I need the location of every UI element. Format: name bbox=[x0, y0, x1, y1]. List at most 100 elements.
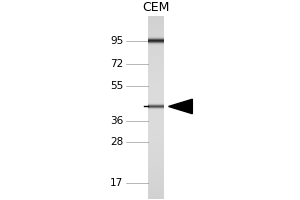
Bar bbox=[148, 32, 164, 33]
Bar bbox=[148, 51, 164, 52]
Bar bbox=[148, 38, 164, 39]
Bar bbox=[148, 95, 164, 96]
Bar bbox=[148, 130, 164, 131]
Text: 72: 72 bbox=[110, 59, 123, 69]
Bar bbox=[148, 19, 164, 20]
Bar bbox=[148, 192, 164, 193]
Bar bbox=[148, 28, 164, 29]
Bar bbox=[148, 37, 164, 38]
Bar bbox=[148, 149, 164, 150]
Bar bbox=[148, 94, 164, 95]
Bar bbox=[148, 61, 164, 62]
Bar bbox=[148, 102, 164, 103]
Bar bbox=[148, 116, 164, 117]
Bar bbox=[148, 88, 164, 89]
Bar bbox=[148, 173, 164, 174]
Bar bbox=[148, 144, 164, 145]
Bar bbox=[148, 73, 164, 74]
Bar bbox=[148, 174, 164, 175]
Bar bbox=[148, 90, 164, 91]
Bar bbox=[148, 56, 164, 57]
Bar bbox=[148, 86, 164, 87]
Bar bbox=[148, 178, 164, 179]
Bar bbox=[148, 194, 164, 195]
Bar bbox=[148, 187, 164, 188]
Bar bbox=[148, 107, 164, 108]
Bar bbox=[148, 35, 164, 36]
Bar bbox=[148, 80, 164, 81]
Bar bbox=[148, 188, 164, 189]
Bar bbox=[148, 161, 164, 162]
Bar bbox=[148, 93, 164, 94]
Bar bbox=[148, 125, 164, 126]
Bar bbox=[148, 52, 164, 53]
Text: 36: 36 bbox=[110, 116, 123, 126]
Bar bbox=[148, 163, 164, 164]
Bar bbox=[148, 122, 164, 123]
Bar bbox=[148, 141, 164, 142]
Bar bbox=[148, 169, 164, 170]
Bar bbox=[148, 65, 164, 66]
Bar bbox=[148, 196, 164, 197]
Bar bbox=[148, 53, 164, 54]
Bar bbox=[148, 55, 164, 56]
Bar bbox=[148, 18, 164, 19]
Bar bbox=[148, 47, 164, 48]
Bar bbox=[148, 87, 164, 88]
Bar bbox=[148, 54, 164, 55]
Bar bbox=[148, 84, 164, 85]
Bar bbox=[148, 16, 164, 17]
Bar bbox=[148, 164, 164, 165]
Text: 17: 17 bbox=[110, 178, 123, 188]
Bar bbox=[148, 195, 164, 196]
Bar bbox=[148, 160, 164, 161]
Bar bbox=[148, 131, 164, 132]
Bar bbox=[148, 140, 164, 141]
Bar bbox=[148, 129, 164, 130]
Bar bbox=[148, 29, 164, 30]
Bar bbox=[148, 146, 164, 147]
Bar bbox=[148, 124, 164, 125]
Bar bbox=[148, 155, 164, 156]
Bar bbox=[148, 46, 164, 47]
Bar bbox=[148, 40, 164, 41]
Bar bbox=[148, 120, 164, 121]
Bar bbox=[148, 33, 164, 34]
Bar bbox=[148, 71, 164, 72]
Bar bbox=[148, 97, 164, 98]
Text: 28: 28 bbox=[110, 137, 123, 147]
Bar bbox=[148, 24, 164, 25]
Bar bbox=[148, 25, 164, 26]
Bar bbox=[148, 113, 164, 114]
Bar bbox=[148, 72, 164, 73]
Bar bbox=[148, 150, 164, 151]
Bar bbox=[148, 79, 164, 80]
Bar bbox=[148, 189, 164, 190]
Polygon shape bbox=[169, 99, 192, 114]
Bar bbox=[148, 57, 164, 58]
Bar bbox=[148, 179, 164, 180]
Bar bbox=[148, 184, 164, 185]
Bar bbox=[148, 151, 164, 152]
Bar bbox=[148, 103, 164, 104]
Bar bbox=[148, 126, 164, 127]
Bar bbox=[148, 41, 164, 42]
Bar bbox=[148, 145, 164, 146]
Bar bbox=[148, 119, 164, 120]
Bar bbox=[148, 81, 164, 82]
Bar bbox=[148, 110, 164, 111]
Bar bbox=[148, 43, 164, 44]
Bar bbox=[148, 133, 164, 134]
Bar bbox=[148, 185, 164, 186]
Bar bbox=[148, 154, 164, 155]
Bar bbox=[148, 177, 164, 178]
Bar bbox=[148, 68, 164, 69]
Bar bbox=[148, 70, 164, 71]
Bar bbox=[148, 60, 164, 61]
Bar bbox=[148, 101, 164, 102]
Bar bbox=[148, 197, 164, 198]
Bar bbox=[148, 148, 164, 149]
Text: 55: 55 bbox=[110, 81, 123, 91]
Bar bbox=[148, 45, 164, 46]
Bar bbox=[148, 44, 164, 45]
